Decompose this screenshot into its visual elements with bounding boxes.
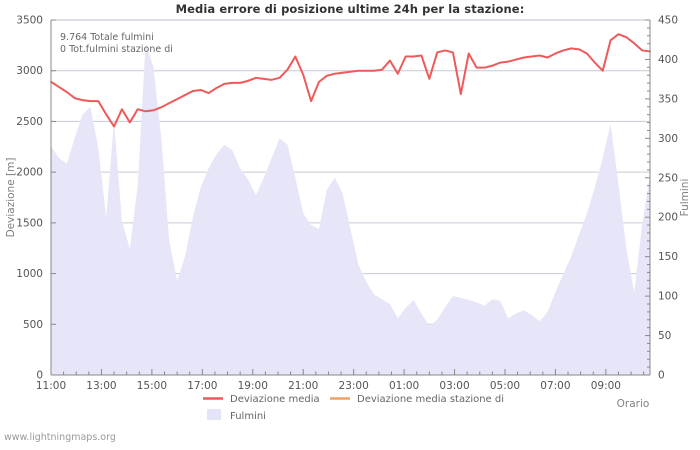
axis-x-tick-label: 17:00 <box>187 380 217 392</box>
axis-left-tick-label: 3500 <box>16 15 43 27</box>
axis-right-tick-label: 250 <box>658 172 678 184</box>
axis-right-tick-label: 200 <box>658 212 678 224</box>
axis-x-tick-label: 11:00 <box>36 380 66 392</box>
axis-x-tick-label: 13:00 <box>86 380 116 392</box>
axis-x-tick-label: 23:00 <box>339 380 369 392</box>
annotation-total-lightning: 9.764 Totale fulmini <box>60 32 154 43</box>
axis-x-tick-label: 15:00 <box>137 380 167 392</box>
legend-label-deviazione-media: Deviazione media <box>230 394 320 405</box>
axis-right-tick-label: 150 <box>658 251 678 263</box>
axis-left-tick-label: 0 <box>36 370 43 382</box>
axis-left-tick-label: 2500 <box>16 116 43 128</box>
annotation-station-lightning: 0 Tot.fulmini stazione di <box>60 44 173 55</box>
axis-left-tick-label: 500 <box>23 319 43 331</box>
series-line-deviazione-media <box>50 33 651 128</box>
axis-right-tick-label: 400 <box>658 54 678 66</box>
axis-left-tick-label: 3000 <box>16 65 43 77</box>
watermark: www.lightningmaps.org <box>4 432 116 443</box>
axis-x-tick-label: 05:00 <box>490 380 520 392</box>
axis-right-tick-label: 50 <box>658 330 671 342</box>
axis-x-tick-label: 19:00 <box>238 380 268 392</box>
axis-left-tick-label: 2000 <box>16 167 43 179</box>
axis-right-tick-label: 100 <box>658 291 678 303</box>
legend-swatch-fulmini <box>207 409 221 420</box>
legend-label-fulmini: Fulmini <box>230 411 266 422</box>
axis-left-tick-label: 1000 <box>16 268 43 280</box>
axis-right-tick-label: 450 <box>658 15 678 27</box>
series-area-fulmini <box>51 43 650 376</box>
chart-legend: Deviazione media Deviazione media stazion… <box>203 394 504 422</box>
axis-left-tick-label: 1500 <box>16 217 43 229</box>
axis-right-tick-label: 350 <box>658 93 678 105</box>
axis-left-title: Deviazione [m] <box>5 158 17 238</box>
axis-x-tick-label: 09:00 <box>591 380 621 392</box>
axis-x-tick-label: 21:00 <box>288 380 318 392</box>
axis-x-tick-label: 01:00 <box>389 380 419 392</box>
legend-label-deviazione-media-stazione: Deviazione media stazione di <box>357 394 504 405</box>
axis-right-tick-label: 0 <box>658 370 665 382</box>
page-title: Media errore di posizione ultime 24h per… <box>175 2 525 16</box>
axis-x-title: Orario <box>617 398 650 410</box>
axis-x-tick-label: 07:00 <box>540 380 570 392</box>
axis-right-tick-label: 300 <box>658 133 678 145</box>
axis-right-title: Fulmini <box>679 179 691 217</box>
axis-x-tick-label: 03:00 <box>439 380 469 392</box>
